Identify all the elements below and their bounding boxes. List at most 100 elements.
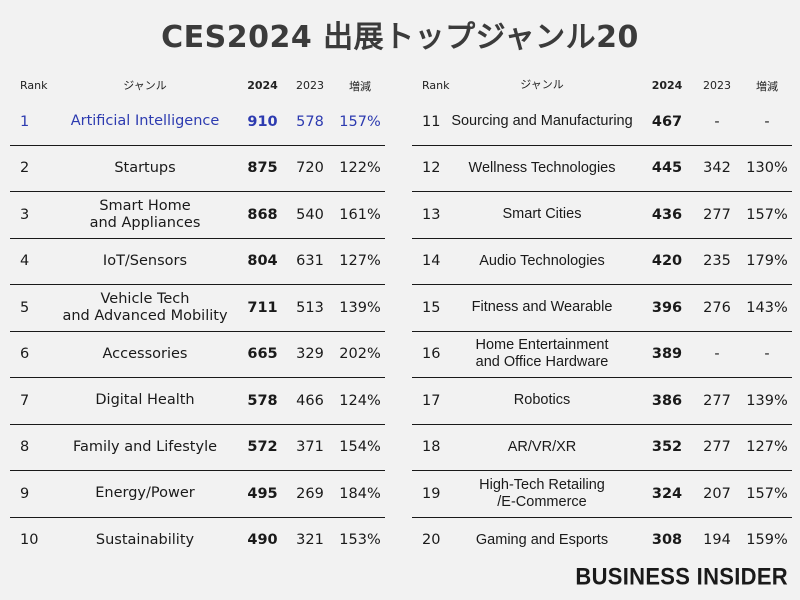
value-2024-cell: 910 xyxy=(247,113,278,130)
value-2023-cell: 276 xyxy=(703,299,731,316)
table-body: 1 Artificial Intelligence 910 578 157% 2 Start… xyxy=(10,99,385,563)
genre-cell: Home Entertainment and Office Hardware xyxy=(475,337,609,371)
value-2023-cell: - xyxy=(714,346,720,363)
genre-cell: Vehicle Tech and Advanced Mobility xyxy=(62,290,228,324)
table-row: 13 Smart Cities 436 277 157% xyxy=(412,192,792,239)
rank-cell: 3 xyxy=(20,206,30,223)
change-cell: 184% xyxy=(339,485,381,502)
value-2024-cell: 572 xyxy=(247,439,278,456)
rank-cell: 2 xyxy=(20,160,30,177)
genre-cell: Sustainability xyxy=(95,531,195,548)
table-row: 15 Fitness and Wearable 396 276 143% xyxy=(412,285,792,332)
change-cell: 122% xyxy=(339,160,381,177)
rank-cell: 14 xyxy=(422,253,441,270)
business-insider-logo: BUSINESS INSIDER xyxy=(575,562,788,591)
table-row: 2 Startups 875 720 122% xyxy=(10,146,385,192)
value-2024-cell: 420 xyxy=(651,253,683,270)
table-row: 1 Artificial Intelligence 910 578 157% xyxy=(10,99,385,146)
change-cell: 157% xyxy=(339,113,381,130)
rank-cell: 12 xyxy=(422,160,441,177)
value-2024-cell: 389 xyxy=(651,346,683,363)
table-row: 16 Home Entertainment and Office Hardware… xyxy=(412,332,792,378)
rank-cell: 8 xyxy=(20,439,30,456)
value-2024-cell: 386 xyxy=(651,392,683,409)
table-row: 14 Audio Technologies 420 235 179% xyxy=(412,239,792,285)
value-2023-cell: 277 xyxy=(703,206,731,223)
value-2023-cell: 342 xyxy=(703,160,731,177)
table-row: 5 Vehicle Tech and Advanced Mobility 711 51… xyxy=(10,285,385,332)
value-2024-cell: 352 xyxy=(651,439,683,456)
change-cell: - xyxy=(764,346,770,363)
rank-cell: 15 xyxy=(422,299,441,316)
value-2023-cell: 466 xyxy=(296,392,324,409)
value-2024-cell: 875 xyxy=(247,160,278,177)
value-2023-cell: 720 xyxy=(296,160,324,177)
genre-cell: Fitness and Wearable xyxy=(471,299,613,316)
table-row: 8 Family and Lifestyle 572 371 154% xyxy=(10,425,385,471)
value-2024-cell: 868 xyxy=(247,206,278,223)
change-cell: 202% xyxy=(339,346,381,363)
rank-cell: 18 xyxy=(422,439,441,456)
ranking-table-left: Rank ジャンル 2024 2023 増減 1 Artificial Intel… xyxy=(10,72,385,563)
genre-cell: Family and Lifestyle xyxy=(72,438,218,455)
genre-cell: Startups xyxy=(114,159,176,176)
header-genre: ジャンル xyxy=(520,79,564,91)
change-cell: 130% xyxy=(746,160,788,177)
change-cell: 153% xyxy=(339,532,381,549)
value-2023-cell: 207 xyxy=(703,485,731,502)
ranking-table-right: Rank ジャンル 2024 2023 増減 11 Sourcing and Ma… xyxy=(412,72,792,563)
table-row: 18 AR/VR/XR 352 277 127% xyxy=(412,425,792,471)
genre-cell: High-Tech Retailing /E-Commerce xyxy=(479,476,605,510)
genre-cell: Digital Health xyxy=(95,392,195,409)
value-2023-cell: 277 xyxy=(703,392,731,409)
header-genre: ジャンル xyxy=(123,79,167,92)
genre-cell: Smart Home and Appliances xyxy=(89,197,201,231)
change-cell: 154% xyxy=(339,439,381,456)
header-rank: Rank xyxy=(20,79,48,92)
value-2024-cell: 436 xyxy=(651,206,683,223)
table-row: 11 Sourcing and Manufacturing 467 - - xyxy=(412,99,792,146)
rank-cell: 16 xyxy=(422,346,441,363)
rank-cell: 6 xyxy=(20,346,30,363)
header-change: 増減 xyxy=(349,79,371,93)
header-2023: 2023 xyxy=(703,79,731,92)
change-cell: 139% xyxy=(746,392,788,409)
value-2023-cell: 321 xyxy=(296,532,324,549)
header-2024: 2024 xyxy=(247,79,278,92)
page-title: CES2024 出展トップジャンル20 xyxy=(161,20,639,55)
value-2024-cell: 308 xyxy=(651,532,683,549)
value-2023-cell: 194 xyxy=(703,532,731,549)
genre-cell: Gaming and Esports xyxy=(475,531,609,548)
value-2023-cell: 631 xyxy=(296,253,324,270)
value-2024-cell: 665 xyxy=(247,346,278,363)
value-2024-cell: 396 xyxy=(651,299,683,316)
value-2023-cell: 269 xyxy=(296,485,324,502)
genre-cell: Audio Technologies xyxy=(479,252,605,269)
value-2023-cell: 235 xyxy=(703,253,731,270)
rank-cell: 1 xyxy=(20,113,30,130)
value-2023-cell: 329 xyxy=(296,346,324,363)
change-cell: 143% xyxy=(746,299,788,316)
value-2023-cell: - xyxy=(714,113,720,130)
rank-cell: 11 xyxy=(422,113,441,130)
header-rank: Rank xyxy=(422,79,450,92)
rank-cell: 5 xyxy=(20,299,30,316)
change-cell: 157% xyxy=(746,485,788,502)
value-2023-cell: 371 xyxy=(296,439,324,456)
rank-cell: 17 xyxy=(422,392,441,409)
genre-cell: Artificial Intelligence xyxy=(70,113,220,130)
change-cell: - xyxy=(764,113,770,130)
value-2024-cell: 495 xyxy=(247,485,278,502)
table-row: 7 Digital Health 578 466 124% xyxy=(10,378,385,425)
table-row: 19 High-Tech Retailing /E-Commerce 324 207 1… xyxy=(412,471,792,518)
table-row: 10 Sustainability 490 321 153% xyxy=(10,518,385,564)
genre-cell: Robotics xyxy=(513,392,571,409)
genre-cell: IoT/Sensors xyxy=(102,252,188,269)
value-2024-cell: 490 xyxy=(247,532,278,549)
genre-cell: Energy/Power xyxy=(95,485,195,502)
change-cell: 157% xyxy=(746,206,788,223)
value-2024-cell: 324 xyxy=(651,485,683,502)
header-2023: 2023 xyxy=(296,79,324,92)
value-2024-cell: 804 xyxy=(247,253,278,270)
rank-cell: 10 xyxy=(20,532,39,549)
